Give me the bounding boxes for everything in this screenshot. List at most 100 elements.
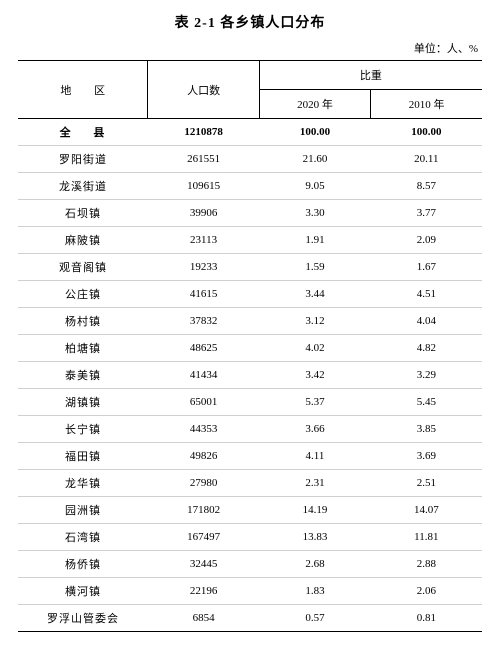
header-year-2010: 2010 年 (371, 90, 482, 119)
cell-region: 柏塘镇 (18, 335, 148, 362)
cell-2020: 3.12 (259, 308, 370, 335)
table-row: 湖镇镇650015.375.45 (18, 389, 482, 416)
cell-region: 龙华镇 (18, 470, 148, 497)
cell-2020: 2.31 (259, 470, 370, 497)
table-row: 横河镇221961.832.06 (18, 578, 482, 605)
cell-population: 22196 (148, 578, 259, 605)
cell-population: 27980 (148, 470, 259, 497)
cell-2010: 20.11 (371, 146, 482, 173)
cell-population: 109615 (148, 173, 259, 200)
table-row: 福田镇498264.113.69 (18, 443, 482, 470)
cell-2010: 4.82 (371, 335, 482, 362)
cell-2020: 2.68 (259, 551, 370, 578)
cell-2020: 3.42 (259, 362, 370, 389)
table-row: 罗阳街道26155121.6020.11 (18, 146, 482, 173)
cell-2010: 2.06 (371, 578, 482, 605)
cell-population: 32445 (148, 551, 259, 578)
cell-region: 全 县 (18, 119, 148, 146)
table-row: 柏塘镇486254.024.82 (18, 335, 482, 362)
cell-population: 19233 (148, 254, 259, 281)
table-row: 石湾镇16749713.8311.81 (18, 524, 482, 551)
cell-2010: 14.07 (371, 497, 482, 524)
cell-2020: 1.83 (259, 578, 370, 605)
cell-2010: 4.51 (371, 281, 482, 308)
cell-population: 44353 (148, 416, 259, 443)
table-row: 杨侨镇324452.682.88 (18, 551, 482, 578)
cell-2010: 3.29 (371, 362, 482, 389)
cell-2020: 14.19 (259, 497, 370, 524)
cell-2020: 4.11 (259, 443, 370, 470)
table-row: 龙溪街道1096159.058.57 (18, 173, 482, 200)
cell-region: 泰美镇 (18, 362, 148, 389)
table-row: 园洲镇17180214.1914.07 (18, 497, 482, 524)
table-row: 观音阁镇192331.591.67 (18, 254, 482, 281)
cell-population: 65001 (148, 389, 259, 416)
table-row: 罗浮山管委会68540.570.81 (18, 605, 482, 632)
cell-population: 167497 (148, 524, 259, 551)
population-table: 地 区 人口数 比重 2020 年 2010 年 全 县1210878100.0… (18, 60, 482, 632)
table-row: 公庄镇416153.444.51 (18, 281, 482, 308)
table-row: 龙华镇279802.312.51 (18, 470, 482, 497)
table-row: 泰美镇414343.423.29 (18, 362, 482, 389)
cell-region: 罗浮山管委会 (18, 605, 148, 632)
cell-region: 麻陂镇 (18, 227, 148, 254)
cell-population: 6854 (148, 605, 259, 632)
cell-2020: 21.60 (259, 146, 370, 173)
cell-2020: 0.57 (259, 605, 370, 632)
cell-region: 杨村镇 (18, 308, 148, 335)
page-container: 表 2-1 各乡镇人口分布 单位：人、% 地 区 人口数 比重 2020 年 2… (0, 0, 500, 652)
cell-population: 171802 (148, 497, 259, 524)
cell-2010: 0.81 (371, 605, 482, 632)
cell-2010: 2.51 (371, 470, 482, 497)
header-year-2020: 2020 年 (259, 90, 370, 119)
cell-2010: 3.85 (371, 416, 482, 443)
cell-2020: 3.66 (259, 416, 370, 443)
cell-2020: 4.02 (259, 335, 370, 362)
cell-region: 观音阁镇 (18, 254, 148, 281)
cell-2010: 2.09 (371, 227, 482, 254)
cell-2010: 2.88 (371, 551, 482, 578)
table-row: 麻陂镇231131.912.09 (18, 227, 482, 254)
cell-region: 石坝镇 (18, 200, 148, 227)
cell-2010: 3.69 (371, 443, 482, 470)
header-region: 地 区 (18, 61, 148, 119)
table-row: 石坝镇399063.303.77 (18, 200, 482, 227)
cell-2010: 1.67 (371, 254, 482, 281)
cell-region: 龙溪街道 (18, 173, 148, 200)
cell-region: 罗阳街道 (18, 146, 148, 173)
cell-2020: 13.83 (259, 524, 370, 551)
cell-region: 园洲镇 (18, 497, 148, 524)
table-row: 全 县1210878100.00100.00 (18, 119, 482, 146)
cell-2020: 9.05 (259, 173, 370, 200)
unit-label: 单位：人、% (18, 40, 482, 56)
cell-population: 23113 (148, 227, 259, 254)
table-row: 杨村镇378323.124.04 (18, 308, 482, 335)
cell-2010: 100.00 (371, 119, 482, 146)
table-row: 长宁镇443533.663.85 (18, 416, 482, 443)
table-title: 表 2-1 各乡镇人口分布 (18, 12, 482, 32)
header-proportion: 比重 (259, 61, 482, 90)
cell-region: 长宁镇 (18, 416, 148, 443)
cell-2020: 1.91 (259, 227, 370, 254)
cell-region: 横河镇 (18, 578, 148, 605)
cell-2020: 1.59 (259, 254, 370, 281)
cell-population: 41434 (148, 362, 259, 389)
cell-2010: 4.04 (371, 308, 482, 335)
cell-population: 48625 (148, 335, 259, 362)
cell-region: 石湾镇 (18, 524, 148, 551)
cell-population: 261551 (148, 146, 259, 173)
cell-2010: 8.57 (371, 173, 482, 200)
cell-region: 公庄镇 (18, 281, 148, 308)
cell-2010: 11.81 (371, 524, 482, 551)
cell-population: 1210878 (148, 119, 259, 146)
cell-2010: 5.45 (371, 389, 482, 416)
table-body: 全 县1210878100.00100.00罗阳街道26155121.6020.… (18, 119, 482, 632)
cell-2020: 3.30 (259, 200, 370, 227)
cell-region: 杨侨镇 (18, 551, 148, 578)
cell-2020: 100.00 (259, 119, 370, 146)
cell-2020: 5.37 (259, 389, 370, 416)
cell-population: 39906 (148, 200, 259, 227)
cell-region: 福田镇 (18, 443, 148, 470)
cell-population: 41615 (148, 281, 259, 308)
cell-population: 37832 (148, 308, 259, 335)
